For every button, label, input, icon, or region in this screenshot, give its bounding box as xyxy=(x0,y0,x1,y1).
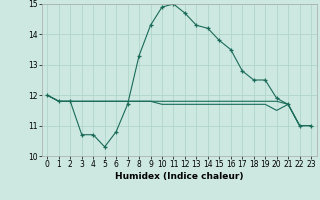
X-axis label: Humidex (Indice chaleur): Humidex (Indice chaleur) xyxy=(115,172,244,181)
